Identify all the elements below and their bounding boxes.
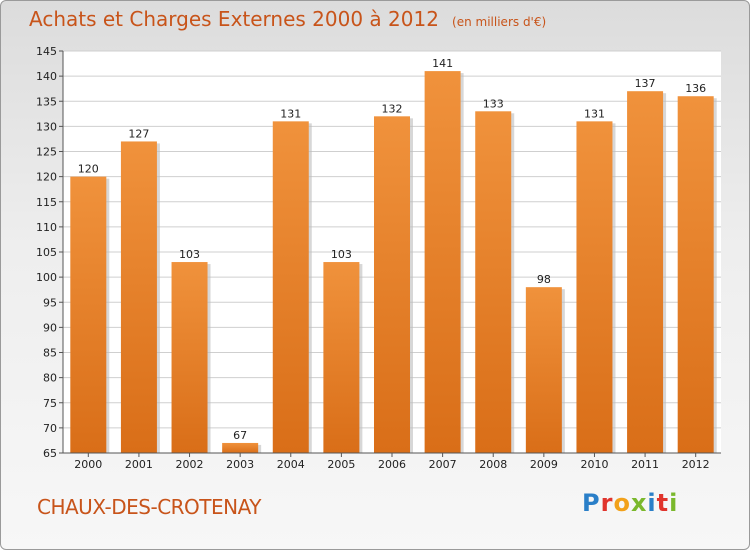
- bar: [475, 111, 512, 454]
- y-tick-label: 100: [36, 271, 57, 284]
- data-label: 141: [432, 57, 453, 70]
- bar: [677, 96, 714, 453]
- x-tick-label: 2012: [682, 458, 710, 471]
- logo-letter: P: [582, 489, 601, 517]
- chart-title-block: Achats et Charges Externes 2000 à 2012 (…: [29, 7, 546, 31]
- y-tick-label: 70: [43, 422, 57, 435]
- x-tick-label: 2004: [277, 458, 305, 471]
- chart-title: Achats et Charges Externes 2000 à 2012: [29, 7, 439, 31]
- bar: [272, 121, 309, 453]
- logo-letter: o: [613, 489, 631, 517]
- city-name: CHAUX-DES-CROTENAY: [37, 495, 261, 519]
- bar: [424, 71, 461, 453]
- bar: [576, 121, 613, 453]
- data-label: 137: [635, 77, 656, 90]
- y-tick-label: 135: [36, 95, 57, 108]
- bar: [627, 91, 664, 453]
- y-tick-label: 115: [36, 196, 57, 209]
- x-tick-label: 2000: [74, 458, 102, 471]
- logo-letter: t: [656, 489, 670, 517]
- x-tick-label: 2011: [631, 458, 659, 471]
- bar: [70, 176, 107, 453]
- data-label: 127: [128, 127, 149, 140]
- y-tick-label: 95: [43, 296, 57, 309]
- bar: [323, 262, 360, 453]
- data-label: 131: [584, 107, 605, 120]
- x-tick-label: 2009: [530, 458, 558, 471]
- y-tick-label: 125: [36, 146, 57, 159]
- data-label: 103: [179, 248, 200, 261]
- x-tick-label: 2003: [226, 458, 254, 471]
- y-tick-label: 145: [36, 45, 57, 58]
- y-tick-label: 85: [43, 347, 57, 360]
- data-label: 131: [280, 107, 301, 120]
- bar: [171, 262, 208, 453]
- logo-letter: x: [630, 489, 648, 517]
- chart-subtitle: (en milliers d'€): [452, 15, 547, 29]
- y-tick-label: 140: [36, 70, 57, 83]
- x-tick-label: 2005: [327, 458, 355, 471]
- data-label: 136: [685, 82, 706, 95]
- logo-letter: i: [669, 489, 679, 517]
- data-label: 133: [483, 97, 504, 110]
- bar: [222, 442, 259, 453]
- y-tick-label: 80: [43, 372, 57, 385]
- logo-letter: i: [647, 489, 657, 517]
- data-label: 120: [78, 163, 99, 176]
- x-tick-label: 2006: [378, 458, 406, 471]
- data-label: 103: [331, 248, 352, 261]
- y-tick-label: 65: [43, 447, 57, 460]
- x-tick-label: 2008: [479, 458, 507, 471]
- y-tick-label: 105: [36, 246, 57, 259]
- y-tick-label: 130: [36, 120, 57, 133]
- y-tick-label: 90: [43, 321, 57, 334]
- data-label: 132: [382, 102, 403, 115]
- bar: [525, 287, 562, 453]
- y-tick-label: 120: [36, 171, 57, 184]
- y-tick-label: 75: [43, 397, 57, 410]
- logo-letter: r: [600, 489, 614, 517]
- x-tick-label: 2007: [429, 458, 457, 471]
- proxiti-logo: Proxiti: [582, 489, 678, 517]
- bar: [374, 116, 410, 453]
- y-tick-label: 110: [36, 221, 57, 234]
- bar: [120, 141, 157, 453]
- x-tick-label: 2010: [580, 458, 608, 471]
- x-tick-label: 2001: [125, 458, 153, 471]
- data-label: 67: [233, 429, 247, 442]
- x-tick-label: 2002: [176, 458, 204, 471]
- data-label: 98: [537, 273, 551, 286]
